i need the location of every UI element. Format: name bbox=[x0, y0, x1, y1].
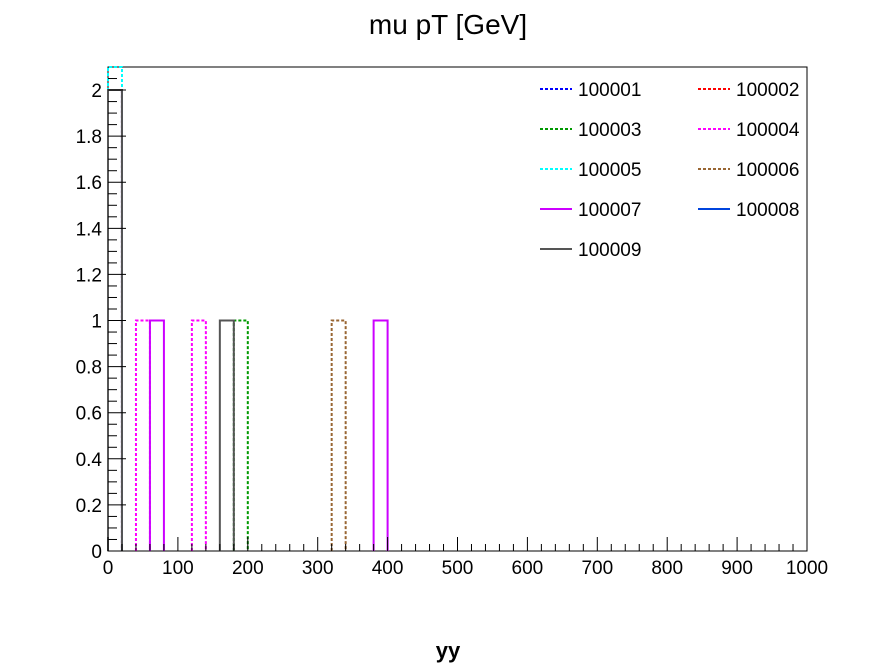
legend-label-100005: 100005 bbox=[578, 160, 641, 181]
y-tick-label: 0 bbox=[91, 542, 102, 563]
x-tick-label: 1000 bbox=[786, 558, 828, 579]
legend-label-100001: 100001 bbox=[578, 80, 641, 101]
chart-title: mu pT [GeV] bbox=[369, 9, 527, 40]
y-tick-label: 2 bbox=[91, 81, 102, 102]
x-tick-label: 500 bbox=[442, 558, 474, 579]
y-tick-label: 0.2 bbox=[76, 496, 102, 517]
x-tick-label: 0 bbox=[103, 558, 114, 579]
y-tick-label: 0.4 bbox=[76, 450, 103, 471]
x-tick-label: 100 bbox=[162, 558, 194, 579]
y-tick-label: 1.8 bbox=[76, 127, 102, 148]
plot-frame bbox=[107, 66, 808, 552]
y-tick-label: 0.6 bbox=[76, 404, 102, 425]
legend-label-100007: 100007 bbox=[578, 200, 641, 221]
x-axis-label: yy bbox=[436, 638, 461, 663]
y-tick-label: 1 bbox=[91, 312, 102, 333]
legend-label-100008: 100008 bbox=[736, 200, 799, 221]
x-tick-label: 600 bbox=[512, 558, 544, 579]
axes: 0 100 200 300 400 500 600 700 800 900 1000 0 0.2 0.4 0… bbox=[76, 78, 828, 579]
series-line-100009 bbox=[107, 89, 235, 551]
y-tick-label: 1.2 bbox=[76, 265, 102, 286]
legend-label-100004: 100004 bbox=[736, 120, 800, 141]
x-tick-label: 400 bbox=[372, 558, 404, 579]
x-tick-label: 300 bbox=[302, 558, 334, 579]
x-tick-label: 200 bbox=[232, 558, 264, 579]
legend-label-100002: 100002 bbox=[736, 80, 799, 101]
legend-label-100003: 100003 bbox=[578, 120, 641, 141]
y-tick-label: 1.4 bbox=[76, 219, 103, 240]
x-tick-label: 700 bbox=[581, 558, 613, 579]
y-tick-label: 0.8 bbox=[76, 358, 102, 379]
legend-label-100006: 100006 bbox=[736, 160, 799, 181]
x-tick-label: 900 bbox=[721, 558, 753, 579]
y-tick-label: 1.6 bbox=[76, 173, 102, 194]
legend: 100001 100002 100003 100004 100005 100006 1000… bbox=[540, 80, 800, 261]
legend-label-100009: 100009 bbox=[578, 240, 641, 261]
series-layer bbox=[107, 66, 389, 551]
x-tick-label: 800 bbox=[651, 558, 683, 579]
